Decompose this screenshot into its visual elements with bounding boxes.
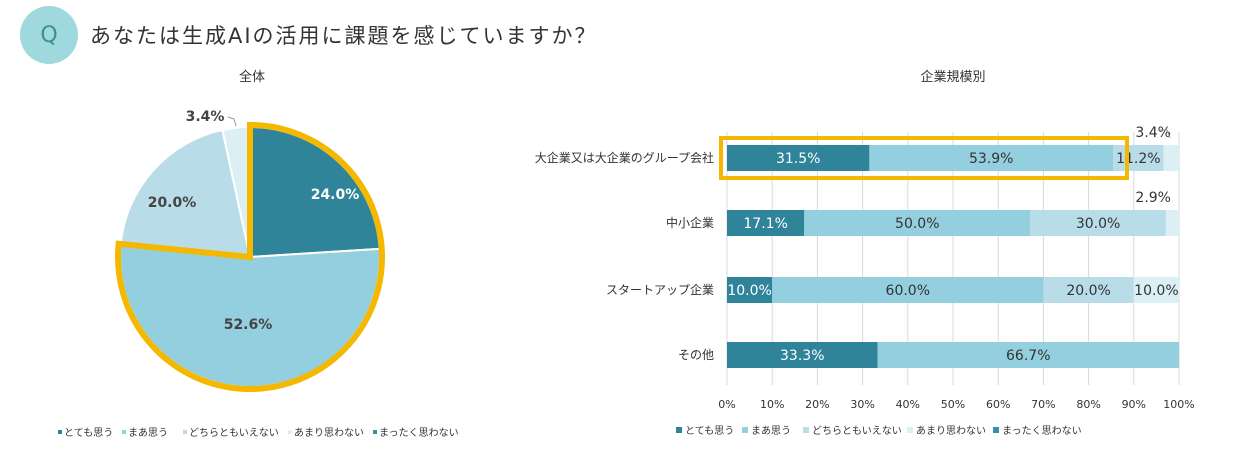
- bar-x-tick-10: 100%: [1163, 398, 1194, 411]
- bar-segment-0-2: [1113, 145, 1164, 171]
- bar-highlight-outline: [719, 136, 1129, 180]
- pie-legend-label-4: まったく思わない: [379, 427, 459, 439]
- bar-segment-0-3: [1163, 145, 1179, 171]
- bar-legend-label-0: とても思う: [685, 425, 734, 437]
- bar-segment-1-1: [804, 210, 1031, 236]
- bar-data-label-1-0: 17.1%: [743, 216, 787, 232]
- bar-segment-3-1: [877, 342, 1179, 368]
- bar-x-tick-8: 80%: [1076, 398, 1100, 411]
- bar-leader-line: [1159, 129, 1171, 139]
- bar-segment-0-0: [727, 145, 870, 171]
- bar-legend-label-2: どちらともいえない: [812, 425, 902, 437]
- pie-highlight-outline: [115, 121, 385, 392]
- bar-legend-swatch-2: [803, 427, 809, 433]
- bar-segment-1-0: [727, 210, 805, 236]
- bar-data-label-2-0: 10.0%: [727, 283, 771, 299]
- bar-segment-2-1: [772, 277, 1044, 303]
- bar-segment-0-1: [869, 145, 1114, 171]
- question-text: あなたは生成AIの活用に課題を感じていますか？: [90, 24, 598, 48]
- bar-data-label-2-2: 20.0%: [1066, 283, 1110, 299]
- bar-category-label-2: スタートアップ企業: [606, 282, 714, 297]
- question-badge: Q: [20, 6, 78, 64]
- bar-legend-label-1: まあ思う: [751, 425, 791, 437]
- bar-data-label-0-3: 3.4%: [1135, 125, 1171, 141]
- bar-x-tick-6: 60%: [986, 398, 1010, 411]
- bar-x-tick-0: 0%: [718, 398, 735, 411]
- bar-data-label-3-0: 33.3%: [780, 348, 824, 364]
- bar-legend-label-3: あまり思わない: [916, 425, 986, 437]
- pie-leader-line: [227, 116, 237, 127]
- bar-data-label-0-0: 31.5%: [776, 151, 820, 167]
- bar-data-label-3-1: 66.7%: [1006, 348, 1050, 364]
- pie-legend-swatch-3: [288, 430, 292, 434]
- bar-x-tick-3: 30%: [850, 398, 874, 411]
- bar-data-label-1-3: 2.9%: [1135, 190, 1171, 206]
- bar-x-tick-1: 10%: [760, 398, 784, 411]
- bar-category-label-0: 大企業又は大企業のグループ会社: [535, 150, 714, 165]
- bar-x-tick-4: 40%: [896, 398, 920, 411]
- pie-legend-swatch-0: [58, 430, 62, 434]
- bar-data-label-0-1: 53.9%: [969, 151, 1013, 167]
- bar-data-label-2-1: 60.0%: [886, 283, 930, 299]
- bar-legend-swatch-4: [993, 427, 999, 433]
- pie-legend-label-3: あまり思わない: [294, 427, 364, 439]
- pie-legend-label-1: まあ思う: [128, 427, 168, 439]
- bar-data-label-2-3: 10.0%: [1134, 283, 1178, 299]
- bar-data-label-0-2: 11.2%: [1116, 151, 1160, 167]
- bar-segment-1-3: [1165, 210, 1179, 236]
- pie-slice-1: [119, 242, 381, 388]
- bar-data-label-1-1: 50.0%: [895, 216, 939, 232]
- bar-title: 企業規模別: [920, 69, 985, 85]
- bar-x-tick-5: 50%: [941, 398, 965, 411]
- pie-legend-label-2: どちらともいえない: [189, 427, 279, 439]
- bar-segment-2-2: [1043, 277, 1134, 303]
- bar-category-label-3: その他: [678, 348, 714, 362]
- bar-data-label-1-2: 30.0%: [1076, 216, 1120, 232]
- pie-legend-label-0: とても思う: [64, 427, 113, 439]
- pie-data-label-1: 52.6%: [224, 317, 273, 333]
- pie-data-label-3: 3.4%: [186, 109, 225, 125]
- bar-segment-1-2: [1030, 210, 1166, 236]
- bar-x-tick-7: 70%: [1031, 398, 1055, 411]
- bar-segment-2-3: [1133, 277, 1179, 303]
- bar-legend-swatch-0: [676, 427, 682, 433]
- bar-legend-label-4: まったく思わない: [1002, 425, 1082, 437]
- pie-data-label-2: 20.0%: [148, 195, 197, 211]
- pie-legend-swatch-4: [373, 430, 377, 434]
- bar-legend-swatch-3: [907, 427, 913, 433]
- pie-legend-swatch-2: [183, 430, 187, 434]
- bar-segment-2-0: [727, 277, 773, 303]
- bar-legend-swatch-1: [742, 427, 748, 433]
- pie-legend-swatch-1: [122, 430, 126, 434]
- bar-x-tick-2: 20%: [805, 398, 829, 411]
- pie-slice-2: [119, 128, 252, 259]
- bar-category-label-1: 中小企業: [666, 215, 714, 230]
- bar-segment-3-0: [727, 342, 878, 368]
- pie-title: 全体: [239, 69, 265, 85]
- pie-data-label-0: 24.0%: [311, 187, 360, 203]
- bar-x-tick-9: 90%: [1122, 398, 1146, 411]
